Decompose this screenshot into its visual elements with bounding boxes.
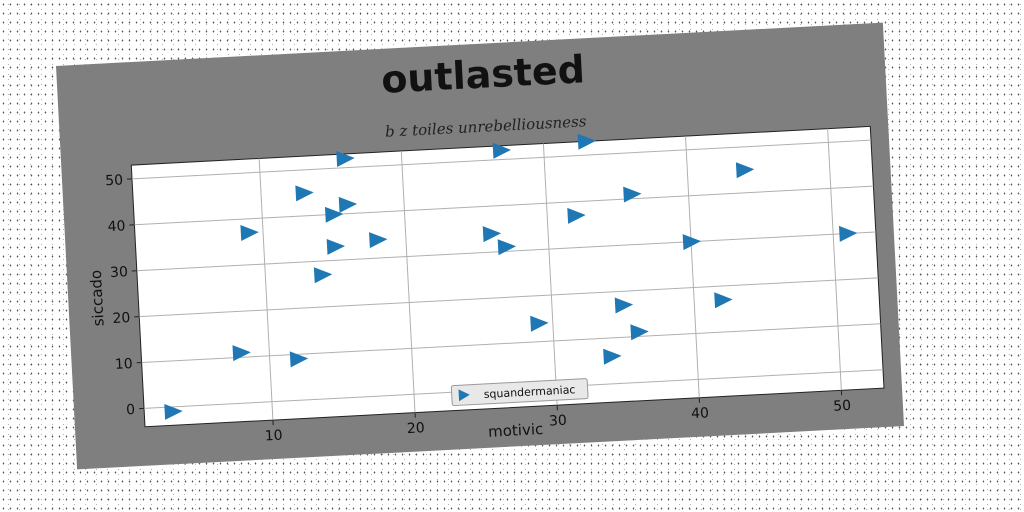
chart-title: outlasted [380,47,586,102]
x-grid-line [258,158,274,421]
x-grid-line [685,136,700,398]
x-tick-label: 30 [549,413,568,430]
data-point-marker [492,142,512,159]
data-markers [164,133,858,420]
y-axis-ticks: 0 10 20 30 40 50 [105,172,145,418]
y-grid-line [131,139,872,180]
legend-box [450,378,589,407]
y-tick-label: 30 [110,264,129,281]
data-point-marker [369,232,388,249]
legend-marker-icon [458,389,470,402]
data-point-marker [164,403,183,420]
data-point-marker [324,206,344,223]
y-tick-label: 50 [105,172,124,189]
data-point-marker [295,185,314,202]
data-point-marker [838,225,858,242]
y-tick-label: 0 [126,402,136,418]
legend-label: squandermaniac [483,383,575,401]
x-axis-label: motivic [488,420,544,441]
y-tick-label: 10 [114,356,133,373]
x-tick-label: 40 [691,405,710,422]
y-grid-line [136,231,876,272]
data-point-marker [735,162,755,179]
data-point-marker [336,150,355,167]
x-grid-line [827,128,842,391]
x-tick-label: 20 [407,420,426,437]
data-point-marker [603,348,622,365]
chart-subtitle: b z toiles unrebelliousness [385,112,588,141]
x-tick-label: 10 [264,428,283,445]
data-point-marker [567,207,586,224]
y-axis-label: siccado [87,269,108,326]
data-point-marker [313,267,333,284]
data-point-marker [326,238,346,255]
x-axis-ticks: 10 20 30 40 50 [264,390,852,445]
data-point-marker [482,226,502,243]
data-point-marker [623,186,642,203]
plot-area [130,125,885,428]
scatter-chart: outlasted b z toiles unrebelliousness 10… [87,47,885,445]
data-point-marker [714,292,733,309]
data-point-marker [240,225,259,242]
data-point-marker [614,297,634,314]
x-tick-label: 50 [833,398,852,415]
y-grid-line [139,277,879,318]
y-tick-label: 20 [112,310,131,327]
data-point-marker [497,239,517,256]
data-point-marker [682,234,702,251]
data-point-marker [289,351,309,368]
data-point-marker [577,133,597,150]
legend: squandermaniac [450,378,589,407]
x-grid-line [542,143,558,406]
data-point-marker [338,196,358,213]
y-grid-line [134,185,874,226]
y-grid-line [141,323,881,364]
data-point-marker [232,345,251,362]
data-point-marker [630,324,649,341]
y-tick-label: 40 [107,218,126,235]
x-grid-line [400,150,416,413]
chart-figure: outlasted b z toiles unrebelliousness 10… [55,22,905,470]
data-point-marker [530,315,549,332]
